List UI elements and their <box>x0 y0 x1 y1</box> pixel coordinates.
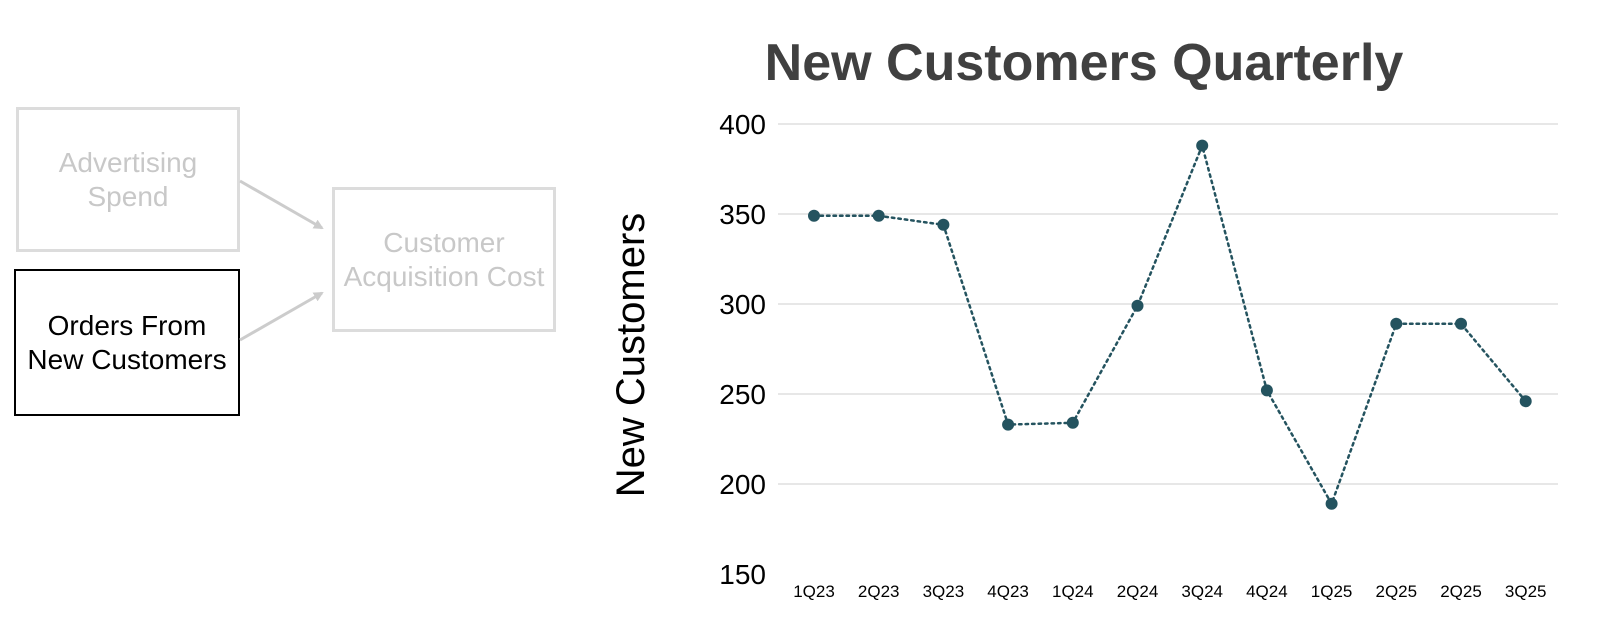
arrow-orders-to-cac <box>239 291 324 342</box>
y-axis-ticks: 150 200 250 300 350 400 <box>719 109 766 590</box>
y-tick-label: 200 <box>719 469 766 500</box>
advertising-spend-box[interactable]: Advertising Spend <box>16 107 240 252</box>
data-point-4q23 <box>1002 418 1015 431</box>
data-point-1q25 <box>1325 497 1338 510</box>
data-point-3q25 <box>1519 395 1532 408</box>
data-point-3q24 <box>1196 139 1209 152</box>
x-tick-label: 3Q24 <box>1181 582 1223 601</box>
data-point-2q25 <box>1390 317 1403 330</box>
data-point-4q24 <box>1260 384 1273 397</box>
chart-title: New Customers Quarterly <box>765 34 1404 92</box>
y-tick-label: 150 <box>719 559 766 590</box>
flow-arrows <box>239 179 324 342</box>
x-tick-label: 1Q23 <box>793 582 835 601</box>
customer-acquisition-cost-label: Customer Acquisition Cost <box>343 226 545 292</box>
orders-from-new-customers-box[interactable]: Orders From New Customers <box>14 269 240 416</box>
gridlines <box>778 123 1558 485</box>
data-points <box>808 139 1532 510</box>
arrow-advertising-to-cac <box>239 179 324 230</box>
y-tick-label: 250 <box>719 379 766 410</box>
x-tick-label: 4Q24 <box>1246 582 1288 601</box>
series-line <box>812 141 1527 507</box>
x-tick-label: 1Q25 <box>1311 582 1353 601</box>
data-point-1q23 <box>808 209 820 222</box>
data-point-2q25 <box>1455 317 1467 330</box>
data-point-1q24 <box>1066 416 1079 429</box>
y-tick-label: 350 <box>719 199 766 230</box>
x-tick-label: 2Q25 <box>1440 582 1482 601</box>
x-tick-label: 3Q23 <box>923 582 965 601</box>
x-axis-ticks: 1Q23 2Q23 3Q23 4Q23 1Q24 2Q24 3Q24 4Q24 1Q25 2Q25… <box>793 582 1546 601</box>
x-tick-label: 2Q24 <box>1117 582 1159 601</box>
x-tick-label: 2Q25 <box>1376 582 1418 601</box>
data-point-3q23 <box>937 218 950 231</box>
y-tick-label: 400 <box>719 109 766 140</box>
x-tick-label: 2Q23 <box>858 582 900 601</box>
x-tick-label: 4Q23 <box>987 582 1029 601</box>
data-point-2q24 <box>1131 299 1144 312</box>
orders-from-new-customers-label: Orders From New Customers <box>27 309 227 375</box>
y-axis-label: New Customers <box>609 213 653 498</box>
data-point-2q23 <box>872 209 885 222</box>
y-tick-label: 300 <box>719 289 766 320</box>
series-polyline <box>812 141 1527 507</box>
advertising-spend-label: Advertising Spend <box>58 146 198 212</box>
customer-acquisition-cost-box[interactable]: Customer Acquisition Cost <box>332 187 556 332</box>
x-tick-label: 3Q25 <box>1505 582 1547 601</box>
x-tick-label: 1Q24 <box>1052 582 1094 601</box>
